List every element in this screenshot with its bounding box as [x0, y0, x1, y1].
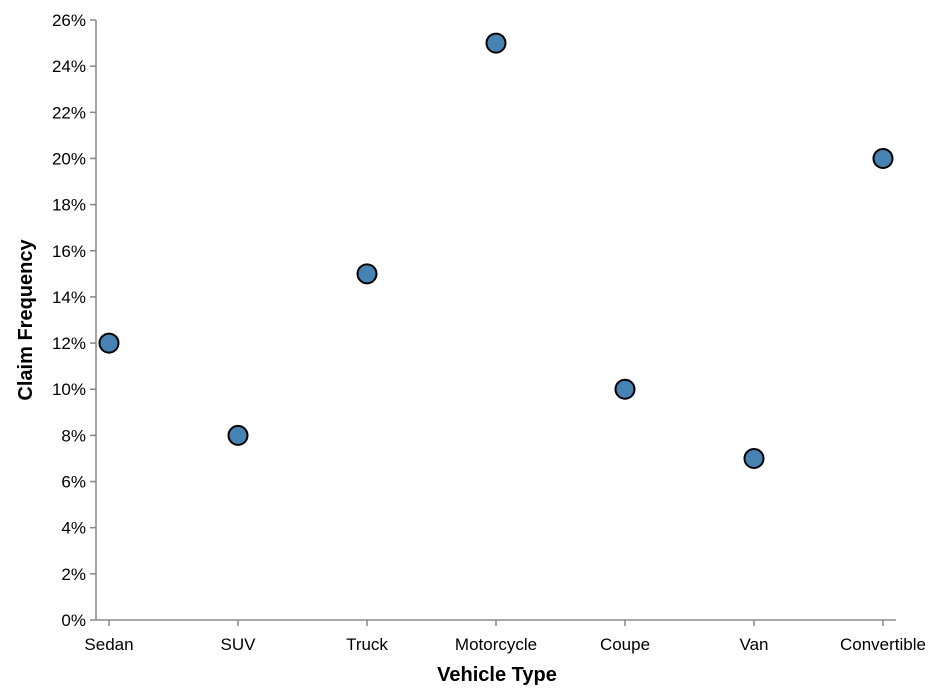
- x-tick-label: Truck: [346, 635, 388, 654]
- x-tick-label: Coupe: [600, 635, 650, 654]
- x-tick-label: Sedan: [84, 635, 133, 654]
- y-tick-label: 16%: [52, 242, 86, 261]
- data-point-van[interactable]: [743, 447, 765, 469]
- data-point-motorcycle[interactable]: [485, 32, 507, 54]
- y-tick-label: 10%: [52, 380, 86, 399]
- data-point-truck[interactable]: [356, 263, 378, 285]
- x-axis-title: Vehicle Type: [437, 664, 557, 686]
- data-points: [98, 32, 894, 469]
- data-point-convertible[interactable]: [872, 147, 894, 169]
- y-tick-label: 12%: [52, 334, 86, 353]
- y-tick-label: 8%: [61, 426, 86, 445]
- y-tick-label: 0%: [61, 611, 86, 630]
- data-point-coupe[interactable]: [614, 378, 636, 400]
- y-tick-label: 4%: [61, 519, 86, 538]
- data-point-suv[interactable]: [227, 424, 249, 446]
- y-tick-label: 22%: [52, 103, 86, 122]
- y-tick-label: 24%: [52, 57, 86, 76]
- y-tick-label: 6%: [61, 473, 86, 492]
- y-tick-label: 18%: [52, 196, 86, 215]
- x-axis: Sedan SUV Truck Motorcycle Coupe Van Convertib…: [84, 619, 926, 654]
- y-axis: 0% 2% 4% 6% 8% 10% 12% 14% 16% 18% 20% 22% 24% 26%: [52, 11, 97, 630]
- x-tick-label: SUV: [221, 635, 257, 654]
- y-tick-label: 2%: [61, 565, 86, 584]
- x-tick-label: Convertible: [840, 635, 926, 654]
- x-tick-label: Motorcycle: [455, 635, 537, 654]
- y-tick-label: 26%: [52, 11, 86, 30]
- y-tick-label: 20%: [52, 149, 86, 168]
- y-axis-title: Claim Frequency: [15, 239, 37, 401]
- data-point-sedan[interactable]: [98, 332, 120, 354]
- y-tick-label: 14%: [52, 288, 86, 307]
- x-tick-label: Van: [740, 635, 769, 654]
